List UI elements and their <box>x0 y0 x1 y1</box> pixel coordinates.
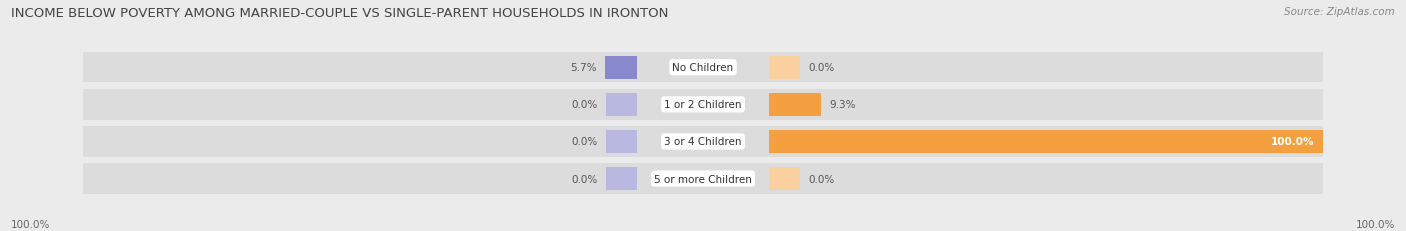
Text: No Children: No Children <box>672 63 734 73</box>
Bar <box>769 56 800 79</box>
Text: 9.3%: 9.3% <box>830 100 856 110</box>
Bar <box>703 90 1323 120</box>
Bar <box>769 130 1323 153</box>
Bar <box>83 164 703 194</box>
Text: 100.0%: 100.0% <box>11 219 51 229</box>
Bar <box>703 127 1323 157</box>
Bar <box>83 90 703 120</box>
Text: 100.0%: 100.0% <box>1355 219 1395 229</box>
Bar <box>606 130 637 153</box>
Text: 0.0%: 0.0% <box>572 100 598 110</box>
Text: 5.7%: 5.7% <box>571 63 596 73</box>
Text: INCOME BELOW POVERTY AMONG MARRIED-COUPLE VS SINGLE-PARENT HOUSEHOLDS IN IRONTON: INCOME BELOW POVERTY AMONG MARRIED-COUPL… <box>11 7 669 20</box>
Text: 100.0%: 100.0% <box>1271 137 1315 147</box>
Text: 0.0%: 0.0% <box>808 174 834 184</box>
Text: 0.0%: 0.0% <box>572 137 598 147</box>
Bar <box>605 56 637 79</box>
Text: 1 or 2 Children: 1 or 2 Children <box>664 100 742 110</box>
Text: 0.0%: 0.0% <box>572 174 598 184</box>
Bar <box>606 93 637 116</box>
Bar <box>83 127 703 157</box>
Bar <box>703 53 1323 83</box>
Text: 5 or more Children: 5 or more Children <box>654 174 752 184</box>
Bar <box>769 167 800 190</box>
Bar <box>703 164 1323 194</box>
Text: 3 or 4 Children: 3 or 4 Children <box>664 137 742 147</box>
Text: 0.0%: 0.0% <box>808 63 834 73</box>
Text: Source: ZipAtlas.com: Source: ZipAtlas.com <box>1284 7 1395 17</box>
Bar <box>83 53 703 83</box>
Bar <box>769 93 821 116</box>
Bar <box>606 167 637 190</box>
